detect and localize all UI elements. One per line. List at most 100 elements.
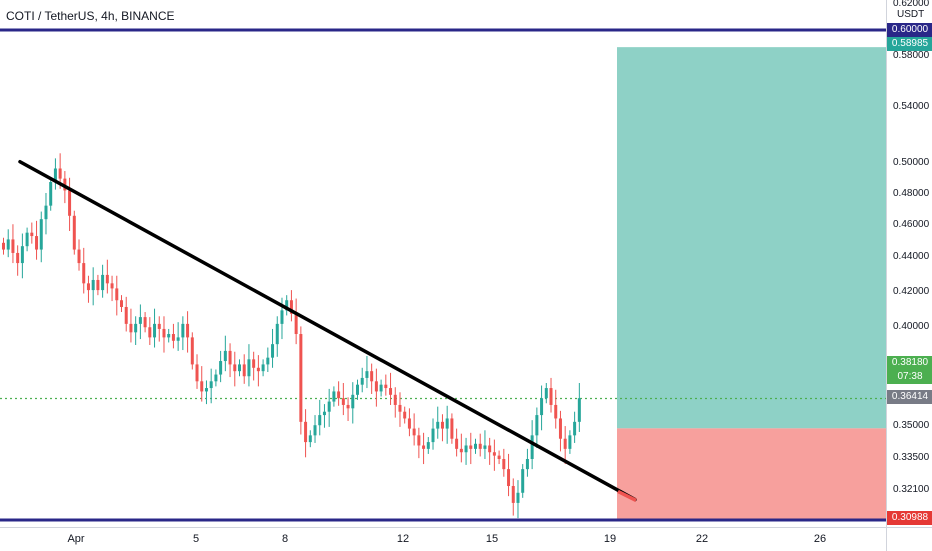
candle-body[interactable]: [497, 455, 501, 459]
stop-zone[interactable]: [617, 428, 886, 520]
candle-body[interactable]: [153, 323, 157, 338]
candle-body[interactable]: [525, 458, 529, 470]
candle-body[interactable]: [308, 435, 312, 443]
candle-body[interactable]: [507, 469, 511, 487]
candle-body[interactable]: [6, 239, 10, 250]
candle-body[interactable]: [256, 367, 260, 372]
candle-body[interactable]: [313, 425, 317, 436]
price-axis[interactable]: USDT 0.62000 0.58000 0.54000 0.50000 0.48000…: [886, 0, 932, 527]
candle-body[interactable]: [365, 371, 369, 378]
candle-body[interactable]: [186, 323, 190, 338]
candle-body[interactable]: [105, 274, 109, 284]
candle-body[interactable]: [422, 445, 426, 449]
candle-body[interactable]: [478, 443, 482, 449]
candle-body[interactable]: [440, 421, 444, 429]
candle-body[interactable]: [200, 381, 204, 392]
candle-body[interactable]: [101, 274, 105, 291]
candle-body[interactable]: [516, 492, 520, 503]
candle-body[interactable]: [483, 445, 487, 449]
candle-body[interactable]: [129, 323, 133, 333]
candle-body[interactable]: [115, 288, 119, 301]
candle-body[interactable]: [162, 328, 166, 338]
candle-body[interactable]: [374, 381, 378, 392]
candle-body[interactable]: [190, 337, 194, 365]
candle-body[interactable]: [39, 219, 43, 250]
candle-body[interactable]: [356, 384, 359, 395]
candle-body[interactable]: [431, 428, 435, 443]
target-zone[interactable]: [617, 47, 886, 429]
candle-body[interactable]: [544, 388, 548, 399]
chart-canvas[interactable]: [0, 0, 886, 527]
candle-body[interactable]: [289, 300, 293, 314]
candle-body[interactable]: [209, 381, 213, 389]
candle-body[interactable]: [563, 438, 567, 449]
candle-body[interactable]: [219, 361, 223, 375]
candle-body[interactable]: [171, 334, 175, 341]
candle-body[interactable]: [44, 205, 48, 220]
candle-body[interactable]: [530, 435, 534, 459]
candle-body[interactable]: [332, 391, 336, 402]
candle-body[interactable]: [72, 215, 76, 250]
candle-body[interactable]: [360, 377, 364, 385]
candle-body[interactable]: [568, 435, 572, 449]
candle-body[interactable]: [474, 443, 477, 449]
candle-body[interactable]: [86, 283, 90, 291]
candle-body[interactable]: [242, 364, 246, 377]
candle-body[interactable]: [398, 404, 402, 412]
candle-body[interactable]: [327, 401, 331, 412]
candle-body[interactable]: [492, 452, 496, 456]
candle-body[interactable]: [417, 435, 421, 446]
candle-body[interactable]: [389, 388, 393, 395]
candle-body[interactable]: [261, 364, 265, 372]
candle-body[interactable]: [68, 190, 72, 216]
candle-body[interactable]: [521, 469, 525, 493]
candle-body[interactable]: [138, 317, 142, 324]
candle-body[interactable]: [351, 394, 355, 409]
candle-body[interactable]: [157, 323, 161, 329]
candle-body[interactable]: [280, 310, 284, 324]
candle-body[interactable]: [573, 421, 577, 436]
candle-body[interactable]: [549, 388, 553, 405]
trendline[interactable]: [18, 159, 637, 502]
candle-body[interactable]: [30, 232, 34, 237]
candle-body[interactable]: [464, 445, 468, 453]
candle-body[interactable]: [134, 323, 138, 333]
candle-body[interactable]: [379, 384, 383, 392]
candle-body[interactable]: [77, 249, 81, 264]
candle-body[interactable]: [181, 323, 185, 338]
candle-body[interactable]: [455, 438, 459, 449]
candle-body[interactable]: [176, 337, 180, 341]
candle-body[interactable]: [294, 313, 298, 335]
candle-body[interactable]: [266, 357, 270, 365]
candle-body[interactable]: [384, 384, 388, 389]
candle-body[interactable]: [540, 398, 544, 416]
candle-body[interactable]: [214, 374, 218, 382]
candle-body[interactable]: [110, 283, 114, 289]
candle-body[interactable]: [393, 394, 397, 405]
candle-body[interactable]: [426, 442, 430, 449]
candle-body[interactable]: [337, 391, 341, 399]
candle-body[interactable]: [341, 398, 345, 405]
candle-body[interactable]: [445, 418, 449, 429]
candle-body[interactable]: [82, 263, 86, 284]
candle-body[interactable]: [120, 300, 123, 307]
candle-body[interactable]: [195, 364, 199, 382]
candle-body[interactable]: [58, 168, 62, 179]
candle-body[interactable]: [124, 306, 128, 324]
candle-body[interactable]: [407, 418, 411, 429]
candle-body[interactable]: [488, 445, 492, 453]
time-axis[interactable]: Apr 5 8 12 15 19 22 26: [0, 527, 886, 551]
candle-body[interactable]: [247, 359, 251, 377]
candle-body[interactable]: [16, 252, 20, 264]
candle-body[interactable]: [91, 279, 95, 291]
candle-body[interactable]: [370, 371, 374, 382]
candle-body[interactable]: [143, 317, 147, 328]
candle-body[interactable]: [469, 445, 473, 449]
candle-body[interactable]: [20, 246, 24, 264]
candle-body[interactable]: [304, 421, 308, 443]
candle-body[interactable]: [238, 364, 241, 372]
candle-body[interactable]: [223, 350, 227, 362]
candle-body[interactable]: [35, 236, 39, 250]
candle-body[interactable]: [228, 350, 232, 365]
candle-body[interactable]: [148, 327, 152, 338]
